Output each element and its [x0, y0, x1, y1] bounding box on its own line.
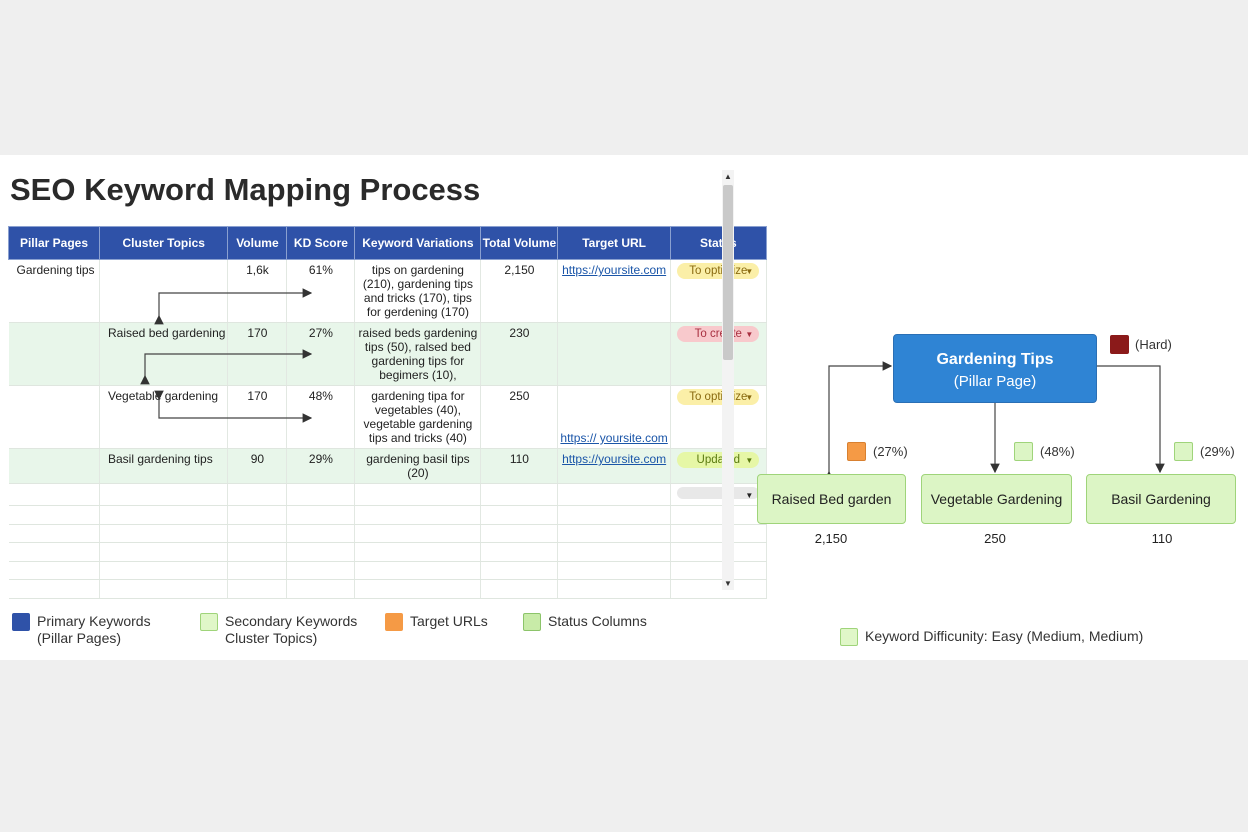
table-arrow — [140, 349, 313, 385]
diagram-arrow — [824, 361, 893, 481]
col-header[interactable]: Cluster Topics — [98, 226, 229, 260]
volume-cell[interactable]: 90 — [227, 448, 288, 484]
target-url-link[interactable]: https://yoursite.com — [562, 263, 667, 277]
kd-cell[interactable]: 29% — [286, 448, 356, 484]
variations-cell[interactable]: raised beds gardening tips (50), ralsed … — [354, 322, 482, 386]
caret-down-icon: ▼ — [745, 491, 754, 500]
caret-down-icon: ▼ — [745, 330, 754, 339]
table-arrow — [154, 390, 313, 423]
cluster-volume: 110 — [1151, 531, 1173, 546]
kd-swatch — [1014, 442, 1033, 461]
empty-row — [8, 561, 767, 580]
kd-label: (48%) — [1040, 444, 1075, 459]
caret-down-icon: ▼ — [745, 393, 754, 402]
col-header[interactable]: Status — [669, 226, 767, 260]
kd-swatch — [847, 442, 866, 461]
table-row: Vegetable gardening 170 48% gardening ti… — [8, 385, 767, 449]
empty-row: ▼ — [8, 483, 767, 506]
total-cell[interactable]: 250 — [480, 385, 559, 449]
scroll-down-icon[interactable]: ▼ — [724, 579, 732, 588]
pillar-cell[interactable]: Gardening tips — [8, 259, 100, 323]
col-header[interactable]: KD Score — [286, 226, 356, 260]
legend-difficulty: Keyword Difficunity: Easy (Medium, Mediu… — [865, 628, 1144, 644]
pillar-subtitle: (Pillar Page) — [953, 373, 1037, 390]
empty-row — [8, 505, 767, 525]
total-cell[interactable]: 2,150 — [480, 259, 559, 323]
legend-swatch-difficulty — [840, 628, 858, 646]
cluster-volume: 2,150 — [814, 531, 848, 546]
diagram-arrow — [1097, 365, 1165, 474]
pillar-title: Gardening Tips — [936, 351, 1054, 368]
col-header[interactable]: Total Volume — [480, 226, 559, 260]
kd-label: (27%) — [873, 444, 908, 459]
caret-down-icon: ▼ — [745, 456, 754, 465]
table-row: Gardening tips 1,6k 61% tips on gardenin… — [8, 259, 767, 323]
table-header: Pillar Pages Cluster Topics Volume KD Sc… — [8, 226, 767, 260]
cluster-node[interactable]: Basil Gardening — [1086, 474, 1236, 524]
pillar-cell[interactable] — [8, 322, 100, 386]
col-header[interactable]: Target URL — [557, 226, 671, 260]
page-title: SEO Keyword Mapping Process — [10, 172, 481, 207]
table-arrow — [154, 288, 313, 325]
total-cell[interactable]: 110 — [480, 448, 559, 484]
col-header[interactable]: Keyword Variations — [354, 226, 482, 260]
variations-cell[interactable]: gardening tipa for vegetables (40), vege… — [354, 385, 482, 449]
target-url-link[interactable]: https:// yoursite.com — [560, 431, 668, 445]
legend-swatch-primary — [12, 613, 30, 631]
kd-swatch — [1174, 442, 1193, 461]
difficulty-label: (Hard) — [1135, 337, 1172, 352]
legend-swatch-urls — [385, 613, 403, 631]
legend-urls: Target URLs — [410, 613, 488, 629]
cluster-node[interactable]: Raised Bed garden — [757, 474, 906, 524]
variations-cell[interactable]: tips on gardening (210), gardening tips … — [354, 259, 482, 323]
cluster-node[interactable]: Vegetable Gardening — [921, 474, 1072, 524]
empty-row — [8, 524, 767, 543]
caret-down-icon: ▼ — [745, 267, 754, 276]
pillar-node[interactable]: Gardening Tips (Pillar Page) — [893, 334, 1097, 403]
difficulty-swatch — [1110, 335, 1129, 354]
legend-swatch-secondary — [200, 613, 218, 631]
target-url-link[interactable]: https://yoursite.com — [562, 452, 667, 466]
scroll-up-icon[interactable]: ▲ — [724, 172, 732, 181]
pillar-cell[interactable] — [8, 448, 100, 484]
cluster-volume: 250 — [984, 531, 1006, 546]
table-row: Basil gardening tips 90 29% gardening ba… — [8, 448, 767, 484]
target-url-cell[interactable] — [557, 322, 671, 386]
legend-status: Status Columns — [548, 613, 647, 629]
legend-secondary: Secondary Keywords Cluster Topics) — [225, 613, 358, 646]
kd-label: (29%) — [1200, 444, 1235, 459]
legend-swatch-status — [523, 613, 541, 631]
pillar-cell[interactable] — [8, 385, 100, 449]
legend-primary: Primary Keywords (Pillar Pages) — [37, 613, 151, 646]
kd-cell[interactable]: 48% — [286, 385, 356, 449]
empty-row — [8, 542, 767, 562]
col-header[interactable]: Volume — [227, 226, 288, 260]
vertical-scrollbar[interactable]: ▲ ▼ — [722, 170, 734, 590]
variations-cell[interactable]: gardening basil tips (20) — [354, 448, 482, 484]
col-header[interactable]: Pillar Pages — [8, 226, 100, 260]
status-dropdown[interactable]: ▼ — [677, 487, 760, 500]
cluster-cell[interactable]: Basil gardening tips — [99, 448, 229, 484]
scrollbar-thumb[interactable] — [723, 185, 733, 360]
total-cell[interactable]: 230 — [480, 322, 559, 386]
empty-row — [8, 579, 767, 599]
